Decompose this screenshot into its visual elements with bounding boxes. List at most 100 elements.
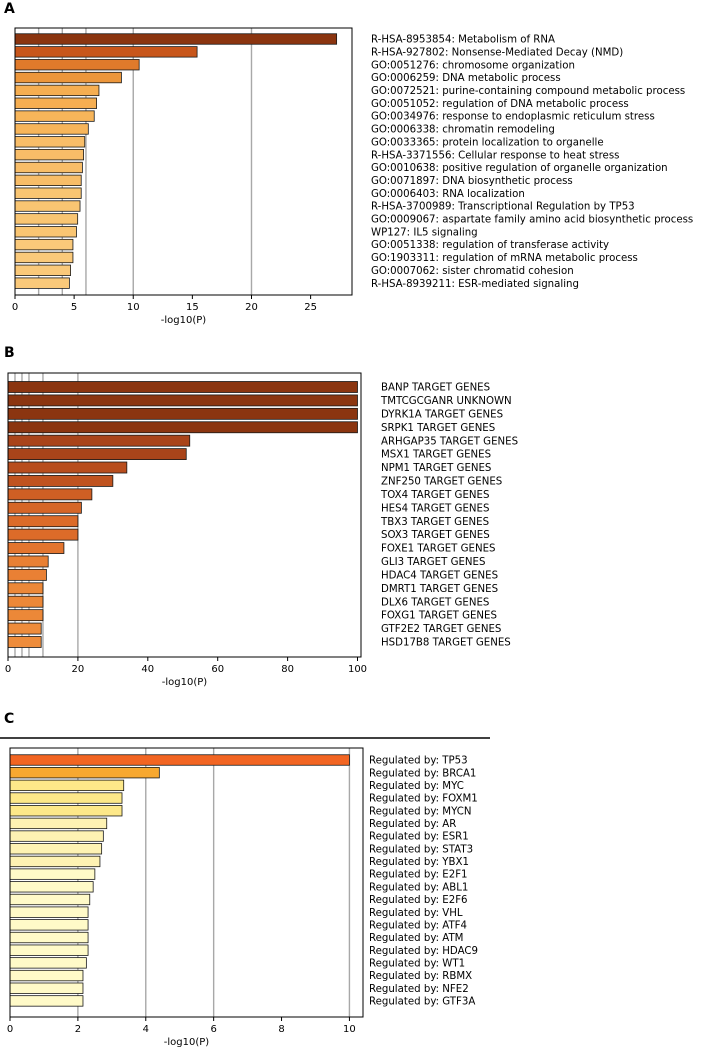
x-tick-label: 2 xyxy=(75,1024,81,1035)
bar xyxy=(9,779,125,792)
bar xyxy=(9,881,94,893)
category-label: DYRK1A TARGET GENES xyxy=(381,409,503,420)
x-tick-label: 80 xyxy=(281,664,294,675)
bar xyxy=(7,434,191,447)
category-label: SOX3 TARGET GENES xyxy=(381,530,490,541)
bar xyxy=(14,161,83,174)
category-label: Regulated by: BRCA1 xyxy=(369,768,476,779)
panel-b: B BANP TARGET GENES TMTCGCGANR UNKNOWN DYRK… xyxy=(4,345,518,688)
category-label: NPM1 TARGET GENES xyxy=(381,463,491,474)
category-label: ZNF250 TARGET GENES xyxy=(381,477,502,488)
bar xyxy=(7,542,65,554)
bar xyxy=(9,957,87,969)
category-label: Regulated by: FOXM1 xyxy=(369,794,478,805)
bar xyxy=(14,187,82,199)
category-label: GO:0034976: response to endoplasmic reti… xyxy=(371,112,655,123)
category-label: GO:1903311: regulation of mRNA metabolic… xyxy=(371,253,638,264)
category-label: FOXE1 TARGET GENES xyxy=(381,544,496,555)
category-label: DMRT1 TARGET GENES xyxy=(381,584,498,595)
category-label: Regulated by: AR xyxy=(369,819,456,830)
category-label: GO:0006259: DNA metabolic process xyxy=(371,73,561,84)
bar xyxy=(9,969,84,982)
bar xyxy=(9,805,123,817)
category-label: GO:0071897: DNA biosynthetic process xyxy=(371,176,573,187)
bar xyxy=(9,843,103,855)
bar xyxy=(9,995,84,1007)
bar xyxy=(7,475,114,487)
category-label: Regulated by: NFE2 xyxy=(369,984,469,995)
category-label: GO:0009067: aspartate family amino acid … xyxy=(371,215,693,226)
x-tick-label: 8 xyxy=(278,1024,284,1035)
bar xyxy=(7,636,42,648)
bar xyxy=(7,622,42,635)
category-label: R-HSA-3371556: Cellular response to heat… xyxy=(371,150,619,161)
bar xyxy=(7,609,44,622)
bar xyxy=(7,461,128,474)
bar xyxy=(14,136,86,148)
bar xyxy=(14,174,82,187)
bar xyxy=(9,893,91,906)
category-label: Regulated by: ESR1 xyxy=(369,832,469,843)
bar xyxy=(14,264,71,276)
bar xyxy=(9,919,89,931)
x-axis-label: -log10(P) xyxy=(164,1037,210,1048)
panel-letter: C xyxy=(4,711,14,727)
x-tick-label: 100 xyxy=(348,664,367,675)
bar xyxy=(14,84,100,97)
category-label: Regulated by: WT1 xyxy=(369,958,465,969)
category-label: SRPK1 TARGET GENES xyxy=(381,423,495,434)
category-label: HDAC4 TARGET GENES xyxy=(381,570,498,581)
category-label: GO:0006403: RNA localization xyxy=(371,189,525,200)
bar xyxy=(14,71,122,84)
bar xyxy=(7,488,93,501)
category-label: Regulated by: RBMX xyxy=(369,971,472,982)
bar xyxy=(14,33,338,45)
bar xyxy=(14,213,79,225)
category-label: GO:0051052: regulation of DNA metabolic … xyxy=(371,99,629,110)
bar xyxy=(14,226,77,238)
bar xyxy=(7,555,49,568)
bar xyxy=(14,123,89,135)
bar xyxy=(9,855,101,868)
x-tick-label: 10 xyxy=(343,1024,356,1035)
category-label: BANP TARGET GENES xyxy=(381,383,490,394)
bar xyxy=(9,931,89,944)
x-tick-label: 4 xyxy=(143,1024,149,1035)
bar xyxy=(14,251,74,264)
bar xyxy=(9,792,123,804)
category-label: TBX3 TARGET GENES xyxy=(380,517,489,528)
bar xyxy=(9,754,350,766)
bar xyxy=(7,448,187,461)
bar xyxy=(14,238,74,251)
bar xyxy=(14,148,84,161)
category-label: Regulated by: MYCN xyxy=(369,806,471,817)
bar xyxy=(14,59,140,71)
category-label: Regulated by: MYC xyxy=(369,781,464,792)
category-label: FOXG1 TARGET GENES xyxy=(381,611,497,622)
x-tick-label: 40 xyxy=(141,664,154,675)
category-label: Regulated by: ABL1 xyxy=(369,882,468,893)
category-label: GO:0033365: protein localization to orga… xyxy=(371,137,604,148)
category-label: TMTCGCGANR UNKNOWN xyxy=(380,396,512,407)
x-tick-label: 0 xyxy=(7,1024,13,1035)
bar xyxy=(14,277,70,289)
category-label: DLX6 TARGET GENES xyxy=(381,597,489,608)
bar xyxy=(7,501,82,514)
category-label: Regulated by: E2F6 xyxy=(369,895,468,906)
category-label: Regulated by: ATF4 xyxy=(369,920,467,931)
bar xyxy=(9,944,89,956)
bar xyxy=(14,110,95,122)
category-label: GO:0007062: sister chromatid cohesion xyxy=(371,266,574,277)
x-tick-label: 20 xyxy=(72,664,85,675)
bar xyxy=(7,515,79,528)
x-tick-label: 10 xyxy=(127,302,140,313)
category-label: HES4 TARGET GENES xyxy=(381,503,489,514)
axes-frame xyxy=(14,27,353,296)
category-label: GO:0010638: positive regulation of organ… xyxy=(371,163,668,174)
x-axis-label: -log10(P) xyxy=(161,315,207,326)
x-tick-label: 0 xyxy=(12,302,18,313)
bar xyxy=(14,97,97,109)
panel-a: A R-HSA-8953854: Metabolism of RNAR-HSA-9… xyxy=(4,1,693,326)
axes-frame xyxy=(7,372,362,658)
